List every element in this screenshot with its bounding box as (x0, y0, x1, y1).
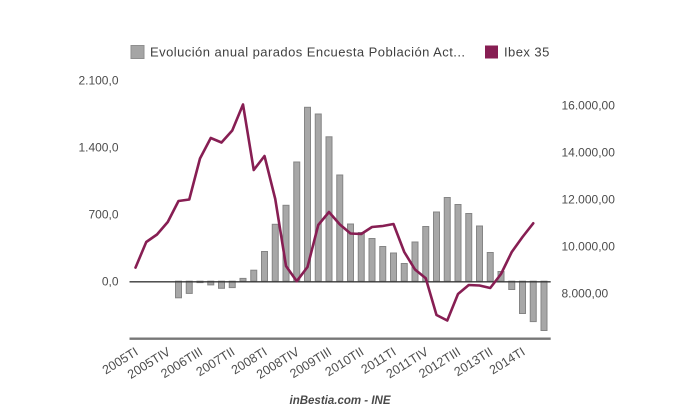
svg-text:Ibex 35: Ibex 35 (504, 45, 550, 60)
svg-text:8.000,00: 8.000,00 (562, 286, 609, 300)
svg-text:Evolución anual parados Encues: Evolución anual parados Encuesta Poblaci… (150, 45, 465, 60)
svg-text:0,0: 0,0 (102, 274, 119, 288)
svg-text:12.000,00: 12.000,00 (562, 192, 616, 206)
svg-text:1.400,0: 1.400,0 (78, 140, 118, 154)
svg-text:10.000,00: 10.000,00 (562, 239, 616, 253)
svg-text:16.000,00: 16.000,00 (562, 98, 616, 112)
svg-text:700,0: 700,0 (88, 207, 118, 221)
svg-text:14.000,00: 14.000,00 (562, 145, 616, 159)
svg-text:2.100,0: 2.100,0 (78, 73, 118, 87)
svg-text:inBestia.com - INE: inBestia.com - INE (290, 395, 391, 407)
